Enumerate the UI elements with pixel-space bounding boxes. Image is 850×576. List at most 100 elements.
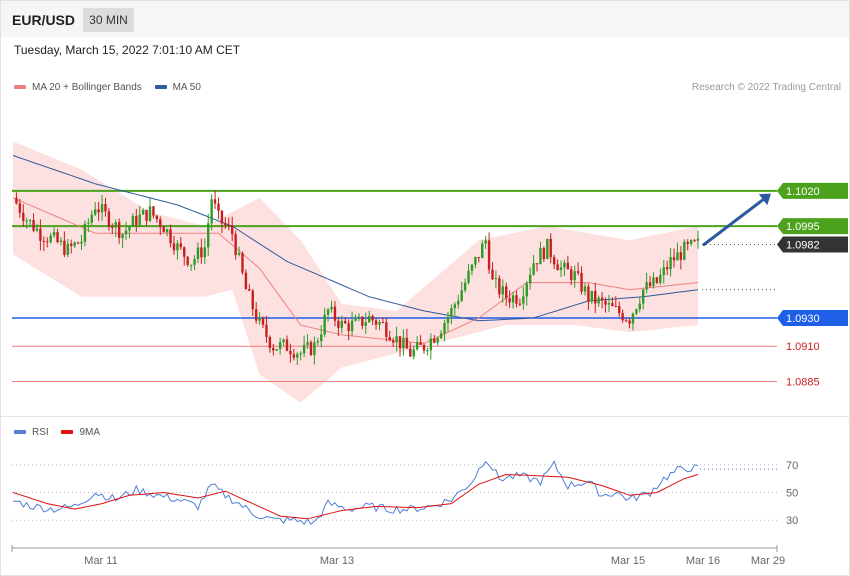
candle-down	[183, 247, 186, 257]
candle-down	[220, 210, 224, 224]
rsi-ma-line	[12, 473, 699, 520]
candle-down	[587, 286, 590, 302]
candle-up	[676, 252, 679, 261]
candle-down	[498, 278, 501, 295]
price-label-1.1020: 1.1020	[786, 186, 820, 198]
candle-up	[573, 271, 576, 281]
candle-up	[638, 303, 641, 310]
candle-up	[52, 232, 56, 236]
candle-up	[546, 238, 549, 260]
candle-up	[124, 230, 128, 235]
candle-up	[121, 234, 124, 239]
candle-up	[522, 296, 525, 304]
candle-up	[460, 290, 463, 301]
candle-up	[330, 306, 333, 310]
candle-up	[302, 344, 306, 354]
candle-up	[87, 222, 90, 224]
candle-up	[463, 282, 467, 291]
candle-down	[268, 337, 272, 348]
candle-down	[265, 324, 268, 338]
candle-down	[179, 243, 183, 248]
candle-up	[583, 286, 587, 292]
rsi-tick-label-70: 70	[786, 460, 798, 472]
candle-down	[217, 203, 220, 211]
symbol-label: EUR/USD	[12, 12, 76, 28]
candle-down	[385, 322, 388, 338]
candle-up	[326, 309, 330, 315]
candle-down	[155, 215, 159, 220]
candle-up	[539, 248, 542, 265]
candle-up	[323, 314, 326, 335]
candle-up	[453, 304, 457, 308]
candle-up	[631, 313, 635, 324]
candle-up	[90, 214, 93, 223]
candle-down	[672, 257, 676, 261]
candle-up	[313, 342, 316, 355]
price-tag-1.1020	[777, 182, 848, 199]
bollinger-band	[13, 141, 698, 403]
candle-up	[368, 316, 371, 323]
candle-up	[395, 336, 398, 343]
candle-up	[426, 350, 429, 352]
candle-up	[415, 342, 419, 350]
legend-label: MA 50	[172, 82, 201, 93]
candle-up	[350, 320, 354, 332]
rsi-tick-label-50: 50	[786, 488, 798, 500]
x-tick-label: Mar 16	[686, 555, 720, 567]
candle-down	[614, 305, 617, 307]
candle-down	[289, 350, 292, 355]
candle-down	[398, 336, 402, 349]
candle-up	[474, 257, 477, 265]
candle-down	[333, 306, 337, 321]
candle-down	[347, 323, 350, 332]
candle-down	[244, 272, 248, 290]
price-label-1.0885: 1.0885	[786, 377, 820, 389]
candle-down	[159, 219, 162, 228]
candle-up	[316, 341, 320, 343]
candle-up	[525, 283, 528, 297]
timeframe-button[interactable]: 30 MIN	[83, 8, 134, 32]
x-tick-label: Mar 13	[320, 555, 354, 567]
candle-down	[18, 203, 22, 213]
candle-up	[470, 264, 474, 271]
candle-up	[296, 354, 299, 358]
candle-down	[56, 232, 59, 242]
candle-up	[131, 215, 135, 227]
candle-down	[594, 290, 597, 304]
candle-up	[28, 219, 32, 221]
candle-down	[285, 339, 289, 351]
candle-down	[46, 241, 49, 243]
candle-up	[203, 247, 206, 258]
rsi-tick-label-30: 30	[786, 515, 798, 527]
candle-down	[556, 264, 559, 271]
candle-down	[32, 219, 35, 231]
timestamp: Tuesday, March 15, 2022 7:01:10 AM CET	[14, 43, 241, 57]
candle-up	[642, 289, 645, 304]
candle-down	[477, 257, 480, 259]
candle-down	[518, 303, 522, 305]
legend-label: 9MA	[79, 427, 101, 438]
price-tag-1.0930	[777, 309, 848, 326]
candle-up	[176, 243, 179, 251]
candle-down	[117, 222, 121, 239]
candle-up	[320, 334, 323, 342]
candle-down	[618, 306, 621, 314]
candle-down	[552, 257, 556, 265]
candle-down	[611, 303, 614, 306]
candle-up	[189, 264, 193, 266]
price-label-1.0910: 1.0910	[786, 341, 820, 353]
candle-down	[251, 290, 254, 310]
candle-down	[361, 316, 364, 326]
candle-up	[49, 235, 52, 242]
candle-down	[388, 337, 391, 341]
candle-up	[528, 274, 532, 284]
candle-down	[111, 227, 114, 229]
ma50-line	[12, 155, 699, 322]
candle-up	[94, 209, 97, 215]
candle-up	[354, 318, 357, 321]
candle-up	[357, 316, 361, 319]
forecast-arrow-head	[758, 193, 771, 206]
candle-down	[422, 344, 426, 351]
candle-up	[590, 290, 594, 302]
